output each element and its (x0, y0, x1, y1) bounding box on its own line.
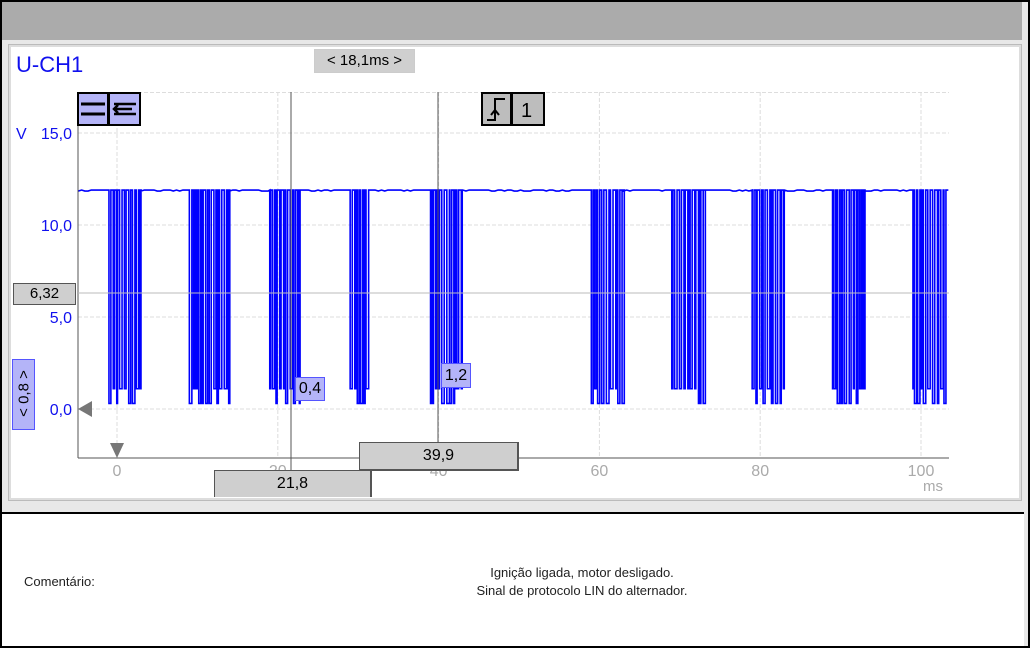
y-zoom-control[interactable]: < 0,8 > (12, 359, 35, 430)
y-tick-label: 0,0 (50, 402, 72, 419)
trigger-channel-button[interactable] (511, 92, 545, 126)
cursor-b-time[interactable]: 39,9 (359, 442, 519, 471)
y-tick-label: 10,0 (41, 218, 72, 235)
cursor-a-time[interactable]: 21,8 (214, 470, 372, 497)
delta-time-readout[interactable]: < 18,1ms > (314, 49, 415, 73)
menu-lines-icon[interactable] (77, 92, 109, 126)
trigger-channel-label: 1 (521, 100, 532, 122)
zero-marker-icon[interactable] (78, 401, 92, 417)
channel-label: U-CH1 (16, 52, 84, 77)
oscilloscope-plot: 15,010,05,00,0020406080100 V ms 1 (16, 92, 949, 495)
comment-text: Ignição ligada, motor desligado. Sinal de… (332, 564, 832, 600)
signal-trace (77, 188, 949, 405)
cursor-a-value: 0,4 (295, 377, 325, 401)
comment-line-1: Ignição ligada, motor desligado. (490, 565, 674, 580)
comment-section: Comentário: Ignição ligada, motor deslig… (2, 512, 1024, 646)
trigger-marker-icon[interactable] (110, 443, 124, 458)
comment-label: Comentário: (24, 574, 95, 589)
x-unit-label: ms (923, 478, 943, 495)
comment-line-2: Sinal de protocolo LIN do alternador. (476, 583, 688, 598)
y-zoom-label: < 0,8 > (15, 370, 33, 417)
y-unit-label: V (16, 126, 27, 143)
x-tick-label: 60 (591, 463, 609, 480)
x-tick-label: 80 (751, 463, 769, 480)
x-tick-label: 0 (113, 463, 122, 480)
trigger-rising-edge-icon[interactable] (481, 92, 512, 126)
arrow-left-icon[interactable] (108, 92, 141, 126)
x-tick-label: 100 (908, 463, 935, 480)
cursor-b-value: 1,2 (441, 363, 471, 388)
y-tick-label: 5,0 (50, 310, 72, 327)
y-cursor-value[interactable]: 6,32 (13, 283, 76, 305)
y-tick-label: 15,0 (41, 126, 72, 143)
title-bar (2, 2, 1022, 40)
